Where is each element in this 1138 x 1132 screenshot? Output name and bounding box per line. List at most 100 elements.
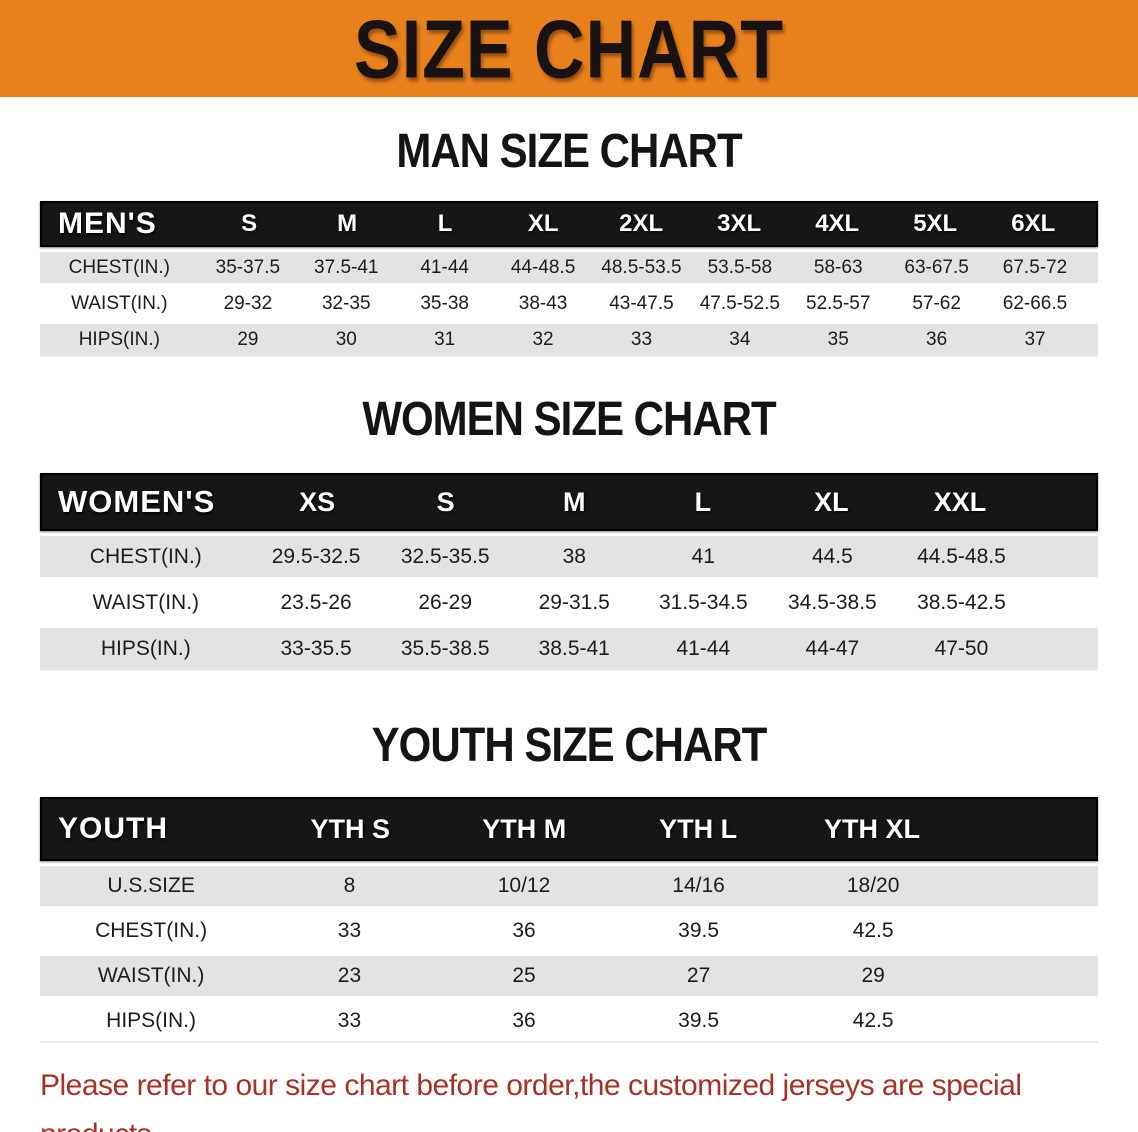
size-value-cell: 34.5-38.5	[788, 590, 877, 614]
size-value-cell: 32-35	[321, 292, 371, 314]
size-value-cell: 44.5	[811, 544, 853, 568]
table-row: CHEST(IN.) 29.5-32.5 32.5-35.5 38 41 44.5 44.5…	[40, 536, 1098, 577]
size-value-cell: 10/12	[497, 874, 551, 897]
mens-table-header: MEN'S S M L XL 2XL 3XL 4XL 5XL 6XL	[40, 201, 1098, 247]
row-label: CHEST(IN.)	[68, 256, 170, 278]
size-value-cell: 35.5-38.5	[400, 636, 490, 660]
size-value-cell: 35-37.5	[215, 256, 281, 278]
size-value-cell: 29	[237, 328, 259, 350]
column-header: XL	[527, 210, 559, 237]
column-header: 2XL	[619, 210, 664, 237]
size-value-cell: 36	[512, 919, 536, 942]
table-group-label: WOMEN'S	[58, 484, 216, 519]
row-label: WAIST(IN.)	[71, 292, 168, 314]
table-row: HIPS(IN.) 33-35.5 35.5-38.5 38.5-41 41-44 44-…	[40, 628, 1098, 669]
size-value-cell: 41-44	[676, 636, 731, 660]
column-header: S	[241, 210, 258, 237]
table-row: HIPS(IN.) 29 30 31 32 33 34 35 36 37	[40, 324, 1098, 355]
size-value-cell: 39.5	[678, 919, 720, 942]
size-value-cell: 33	[337, 1009, 362, 1032]
size-value-cell: 37.5-41	[314, 256, 379, 278]
column-header: M	[562, 486, 586, 517]
size-value-cell: 44.5-48.5	[917, 544, 1006, 568]
size-value-cell: 58-63	[813, 256, 863, 278]
column-header: XL	[814, 486, 849, 517]
column-header: XS	[299, 486, 336, 517]
size-value-cell: 33	[337, 919, 362, 942]
column-header: YTH S	[310, 813, 391, 844]
size-value-cell: 67.5-72	[1002, 256, 1068, 278]
size-value-cell: 47-50	[934, 636, 989, 660]
size-value-cell: 32	[532, 328, 554, 350]
mens-table-body: CHEST(IN.) 35-37.5 37.5-41 41-44 44-48.5 48.5…	[40, 252, 1098, 357]
size-value-cell: 32.5-35.5	[400, 544, 490, 568]
size-value-cell: 23	[337, 964, 362, 987]
column-header: S	[436, 486, 455, 517]
size-value-cell: 26-29	[418, 590, 473, 614]
man-size-heading: MAN SIZE CHART	[396, 123, 742, 178]
womens-table-body: CHEST(IN.) 29.5-32.5 32.5-35.5 38 41 44.5 44.5…	[40, 536, 1098, 671]
column-header: 6XL	[1011, 210, 1056, 237]
table-row: WAIST(IN.) 29-32 32-35 35-38 38-43 43-47.5 47.…	[40, 288, 1098, 319]
table-row: CHEST(IN.) 33 36 39.5 42.5	[40, 911, 1098, 951]
youth-size-table: YOUTH YTH S YTH M YTH L YTH XL U.S.SIZE 8 10/1…	[40, 797, 1098, 1043]
table-row: HIPS(IN.) 33 36 39.5 42.5	[40, 1001, 1098, 1041]
column-header: M	[337, 210, 358, 237]
youth-size-heading: YOUTH SIZE CHART	[371, 717, 768, 772]
size-value-cell: 36	[512, 1009, 536, 1032]
table-row: WAIST(IN.) 23 25 27 29	[40, 956, 1098, 996]
row-label: HIPS(IN.)	[100, 636, 191, 660]
man-size-section: MAN SIZE CHART MEN'S S M L XL 2XL 3XL 4XL 5XL 6XL…	[0, 123, 1138, 357]
size-value-cell: 31	[434, 328, 456, 350]
row-label: WAIST(IN.)	[92, 590, 200, 614]
size-value-cell: 29	[861, 964, 885, 987]
size-value-cell: 29-32	[223, 292, 273, 314]
size-value-cell: 34	[729, 328, 751, 350]
table-group-label: MEN'S	[58, 207, 157, 240]
women-size-section: WOMEN SIZE CHART WOMEN'S XS S M L XL XXL CHEST…	[0, 391, 1138, 671]
youth-table-header: YOUTH YTH S YTH M YTH L YTH XL	[40, 797, 1098, 861]
size-value-cell: 37	[1024, 328, 1046, 350]
table-row: CHEST(IN.) 35-37.5 37.5-41 41-44 44-48.5 48.5…	[40, 252, 1098, 283]
column-header: L	[694, 486, 712, 517]
banner-title: SIZE CHART	[354, 2, 784, 95]
row-label: CHEST(IN.)	[89, 544, 202, 568]
women-size-heading: WOMEN SIZE CHART	[362, 391, 776, 446]
table-group-label: YOUTH	[58, 812, 168, 845]
column-header: 3XL	[717, 210, 762, 237]
size-value-cell: 38-43	[518, 292, 568, 314]
row-label: HIPS(IN.)	[78, 328, 160, 350]
size-value-cell: 48.5-53.5	[601, 256, 682, 278]
column-header: 5XL	[913, 210, 958, 237]
size-value-cell: 39.5	[678, 1009, 720, 1032]
size-value-cell: 38	[562, 544, 586, 568]
size-value-cell: 42.5	[852, 919, 894, 942]
size-value-cell: 52.5-57	[806, 292, 871, 314]
size-value-cell: 35	[827, 328, 849, 350]
size-chart-banner: SIZE CHART	[0, 0, 1138, 97]
size-value-cell: 44-47	[805, 636, 860, 660]
size-value-cell: 44-48.5	[510, 256, 576, 278]
size-value-cell: 31.5-34.5	[658, 590, 748, 614]
size-value-cell: 38.5-41	[538, 636, 610, 660]
size-value-cell: 27	[686, 964, 711, 987]
size-value-cell: 29-31.5	[538, 590, 610, 614]
column-header: L	[437, 210, 453, 237]
youth-table-body: U.S.SIZE 8 10/12 14/16 18/20 CHEST(IN.) 33 36 39…	[40, 866, 1098, 1043]
row-label: HIPS(IN.)	[106, 1009, 196, 1032]
size-value-cell: 36	[926, 328, 948, 350]
womens-table-header: WOMEN'S XS S M L XL XXL	[40, 473, 1098, 531]
column-header: YTH M	[482, 813, 567, 844]
size-value-cell: 14/16	[672, 874, 725, 897]
disclaimer-line-1: Please refer to our size chart before or…	[40, 1069, 1022, 1132]
size-value-cell: 8	[343, 874, 356, 897]
mens-size-table: MEN'S S M L XL 2XL 3XL 4XL 5XL 6XL CHEST(IN.) 35-3…	[40, 201, 1098, 357]
size-value-cell: 33	[630, 328, 653, 350]
column-header: 4XL	[815, 210, 860, 237]
column-header: XXL	[933, 486, 987, 517]
size-value-cell: 47.5-52.5	[699, 292, 780, 314]
size-value-cell: 18/20	[846, 874, 900, 897]
youth-size-section: YOUTH SIZE CHART YOUTH YTH S YTH M YTH L YTH…	[0, 717, 1138, 1043]
size-value-cell: 35-38	[420, 292, 469, 314]
size-value-cell: 63-67.5	[904, 256, 969, 278]
